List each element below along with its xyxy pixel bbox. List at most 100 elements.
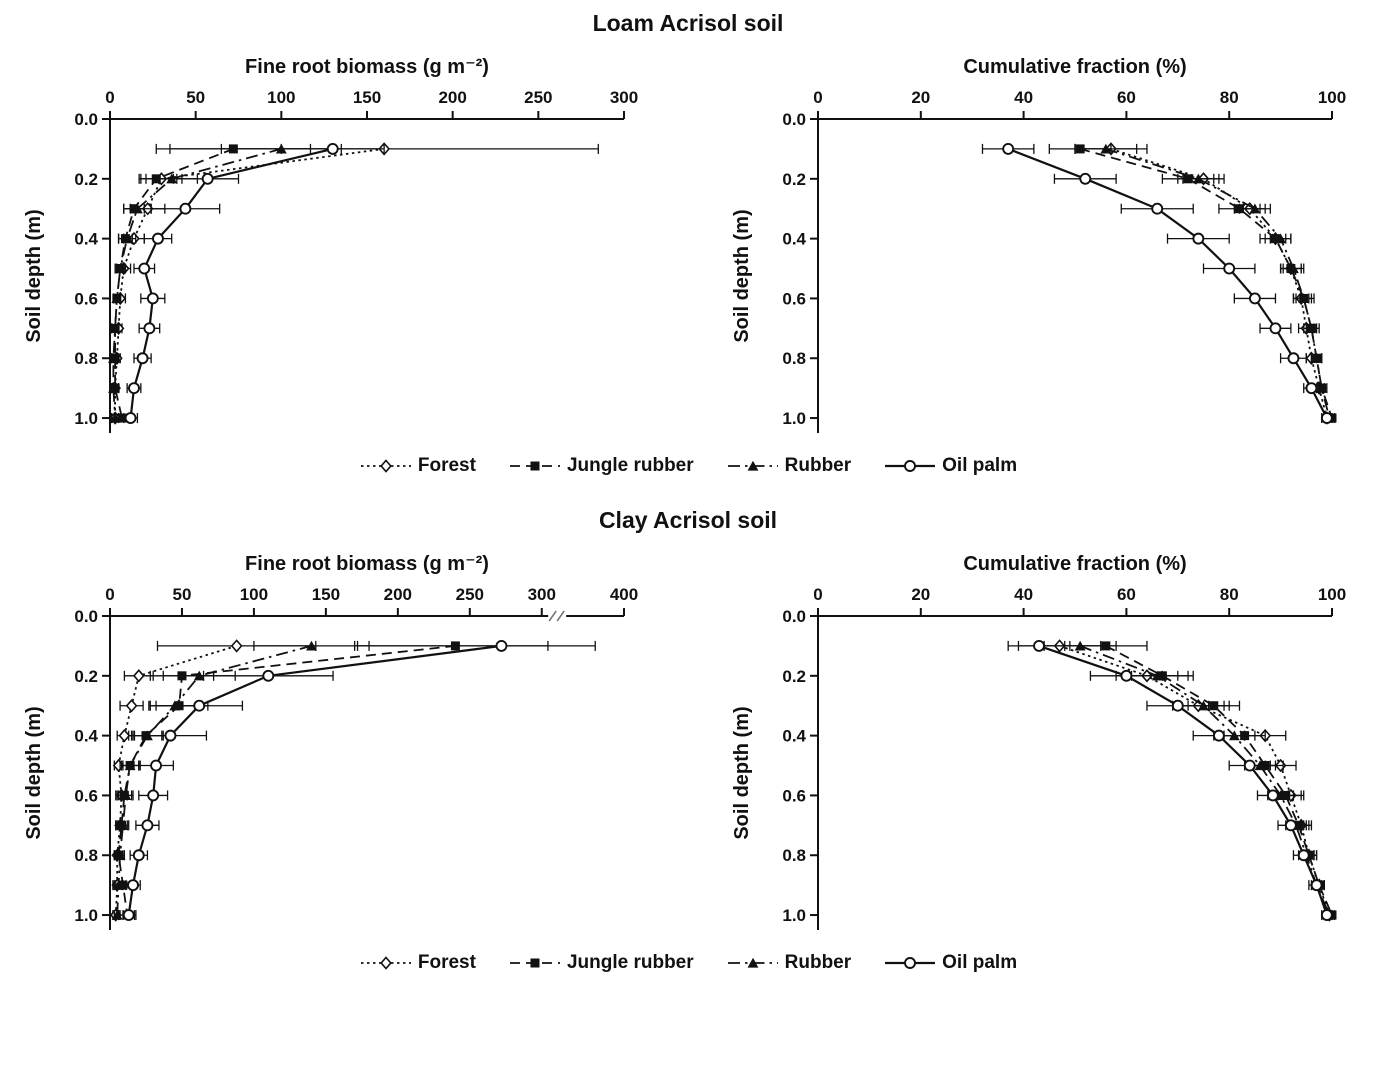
y-tick-label: 1.0 — [782, 409, 806, 428]
y-tick-label: 0.2 — [74, 170, 98, 189]
x-axis-title: Fine root biomass (g m⁻²) — [245, 553, 489, 575]
circle-marker — [1305, 382, 1318, 395]
series-line — [1079, 148, 1333, 419]
circle-marker — [132, 849, 145, 862]
circle-marker — [1151, 202, 1164, 215]
circle-marker — [1223, 262, 1236, 275]
circle-marker — [1320, 909, 1333, 921]
x-tick-label: 200 — [438, 88, 466, 107]
circle-marker — [1266, 789, 1279, 802]
circle-marker — [201, 172, 214, 185]
x-tick-label: 200 — [384, 585, 412, 604]
legend-label: Oil palm — [942, 952, 1018, 973]
y-tick-label: 0.4 — [782, 727, 806, 746]
x-tick-label: 250 — [456, 585, 484, 604]
circle-marker — [1120, 669, 1133, 682]
x-tick-label: 50 — [186, 88, 205, 107]
x-axis-title: Cumulative fraction (%) — [963, 553, 1186, 575]
y-tick-label: 0.2 — [782, 667, 806, 686]
diamond-marker — [132, 669, 145, 683]
axis-break-gap — [548, 613, 567, 619]
y-tick-label: 0.4 — [74, 727, 98, 746]
clay-charts-row: Fine root biomass (g m⁻²) 0 50 100 150 200 250… — [0, 538, 1376, 938]
triangle-marker — [111, 293, 123, 304]
clay-fine-root-biomass-chart: Fine root biomass (g m⁻²) 0 50 100 150 200 250… — [23, 553, 638, 930]
triangle-marker — [132, 203, 143, 214]
triangle-marker — [114, 263, 126, 274]
circle-marker — [164, 729, 177, 742]
section-loam-acrisol: Loam Acrisol soil Fine root biomass (g m… — [0, 10, 1376, 477]
y-tick-label: 0.2 — [74, 667, 98, 686]
x-tick-label: 250 — [524, 88, 552, 107]
diamond-marker — [118, 728, 131, 743]
y-tick-label: 0.6 — [782, 786, 806, 805]
square-marker — [530, 958, 540, 968]
legend-loam: Forest Jungle rubber Rubber Oil palm — [0, 455, 1376, 477]
circle-marker — [495, 639, 508, 652]
triangle-marker — [121, 233, 133, 244]
series-line — [114, 148, 234, 419]
section-clay-acrisol: Clay Acrisol soil Fine root biomass (g m… — [0, 507, 1376, 974]
triangle-marker — [747, 460, 759, 471]
circle-marker — [1248, 292, 1261, 305]
section-title-loam: Loam Acrisol soil — [592, 10, 784, 36]
legend-item-forest: Forest — [359, 455, 476, 477]
series-line — [114, 148, 385, 418]
legend-sample-forest-icon — [360, 956, 411, 970]
circle-marker — [1033, 639, 1045, 652]
legend-sample-oil-palm-icon — [885, 957, 936, 969]
y-tick-label: 0.8 — [74, 846, 98, 865]
triangle-marker — [113, 879, 125, 890]
circle-marker — [150, 759, 163, 772]
circle-marker — [141, 819, 154, 832]
legend-sample-jungle-rubber-icon — [509, 461, 560, 471]
y-tick-label: 0.0 — [782, 110, 806, 129]
circle-marker — [124, 412, 137, 424]
series-line — [129, 147, 333, 419]
circle-marker — [128, 382, 140, 395]
triangle-marker — [1288, 263, 1299, 274]
series-oil-palm — [122, 639, 596, 921]
circle-marker — [1297, 849, 1310, 862]
circle-marker — [1269, 322, 1282, 335]
axis-break-icon — [556, 610, 565, 622]
triangle-marker — [111, 909, 123, 920]
series-oil-palm — [1007, 639, 1333, 921]
legend-item-rubber: Rubber — [726, 952, 851, 974]
triangle-marker — [1192, 173, 1204, 184]
triangle-marker — [108, 382, 119, 393]
triangle-marker — [1298, 293, 1310, 304]
legend-label: Jungle rubber — [566, 455, 694, 476]
x-tick-label: 0 — [105, 88, 114, 107]
triangle-marker — [124, 760, 136, 771]
circle-marker — [1212, 729, 1225, 742]
circle-marker — [122, 909, 135, 921]
circle-marker — [1002, 142, 1015, 155]
loam-cumulative-fraction-chart: Cumulative fraction (%) 0 20 40 60 80 100 0.0 0.… — [731, 56, 1346, 433]
x-tick-label: 20 — [911, 585, 930, 604]
loam-charts-row: Fine root biomass (g m⁻²) 0 50 100 150 200 250… — [0, 41, 1376, 441]
legend-item-jungle-rubber: Jungle rubber — [508, 455, 694, 477]
series-forest — [109, 639, 317, 922]
x-tick-label: 300 — [528, 585, 556, 604]
diamond-marker — [125, 698, 138, 713]
loam-fine-root-biomass-chart: Fine root biomass (g m⁻²) 0 50 100 150 200 250… — [23, 56, 638, 433]
circle-marker — [193, 699, 206, 712]
series-jungle-rubber — [1048, 143, 1337, 424]
series-line — [1105, 148, 1331, 419]
circle-marker — [127, 879, 139, 892]
circle-marker — [1287, 352, 1300, 365]
axis-break-icon — [548, 610, 557, 622]
section-title-clay: Clay Acrisol soil — [598, 507, 778, 533]
circle-marker — [136, 352, 149, 365]
legend-item-oil-palm: Oil palm — [883, 455, 1017, 477]
circle-marker — [904, 957, 917, 969]
x-tick-label: 150 — [353, 88, 381, 107]
y-tick-label: 0.0 — [74, 607, 98, 626]
x-tick-label: 0 — [813, 88, 822, 107]
circle-marker — [1320, 412, 1333, 424]
triangle-marker — [117, 820, 129, 830]
legend-sample-oil-palm-icon — [885, 460, 936, 472]
series-line — [1105, 645, 1333, 916]
x-tick-label: 300 — [610, 88, 638, 107]
